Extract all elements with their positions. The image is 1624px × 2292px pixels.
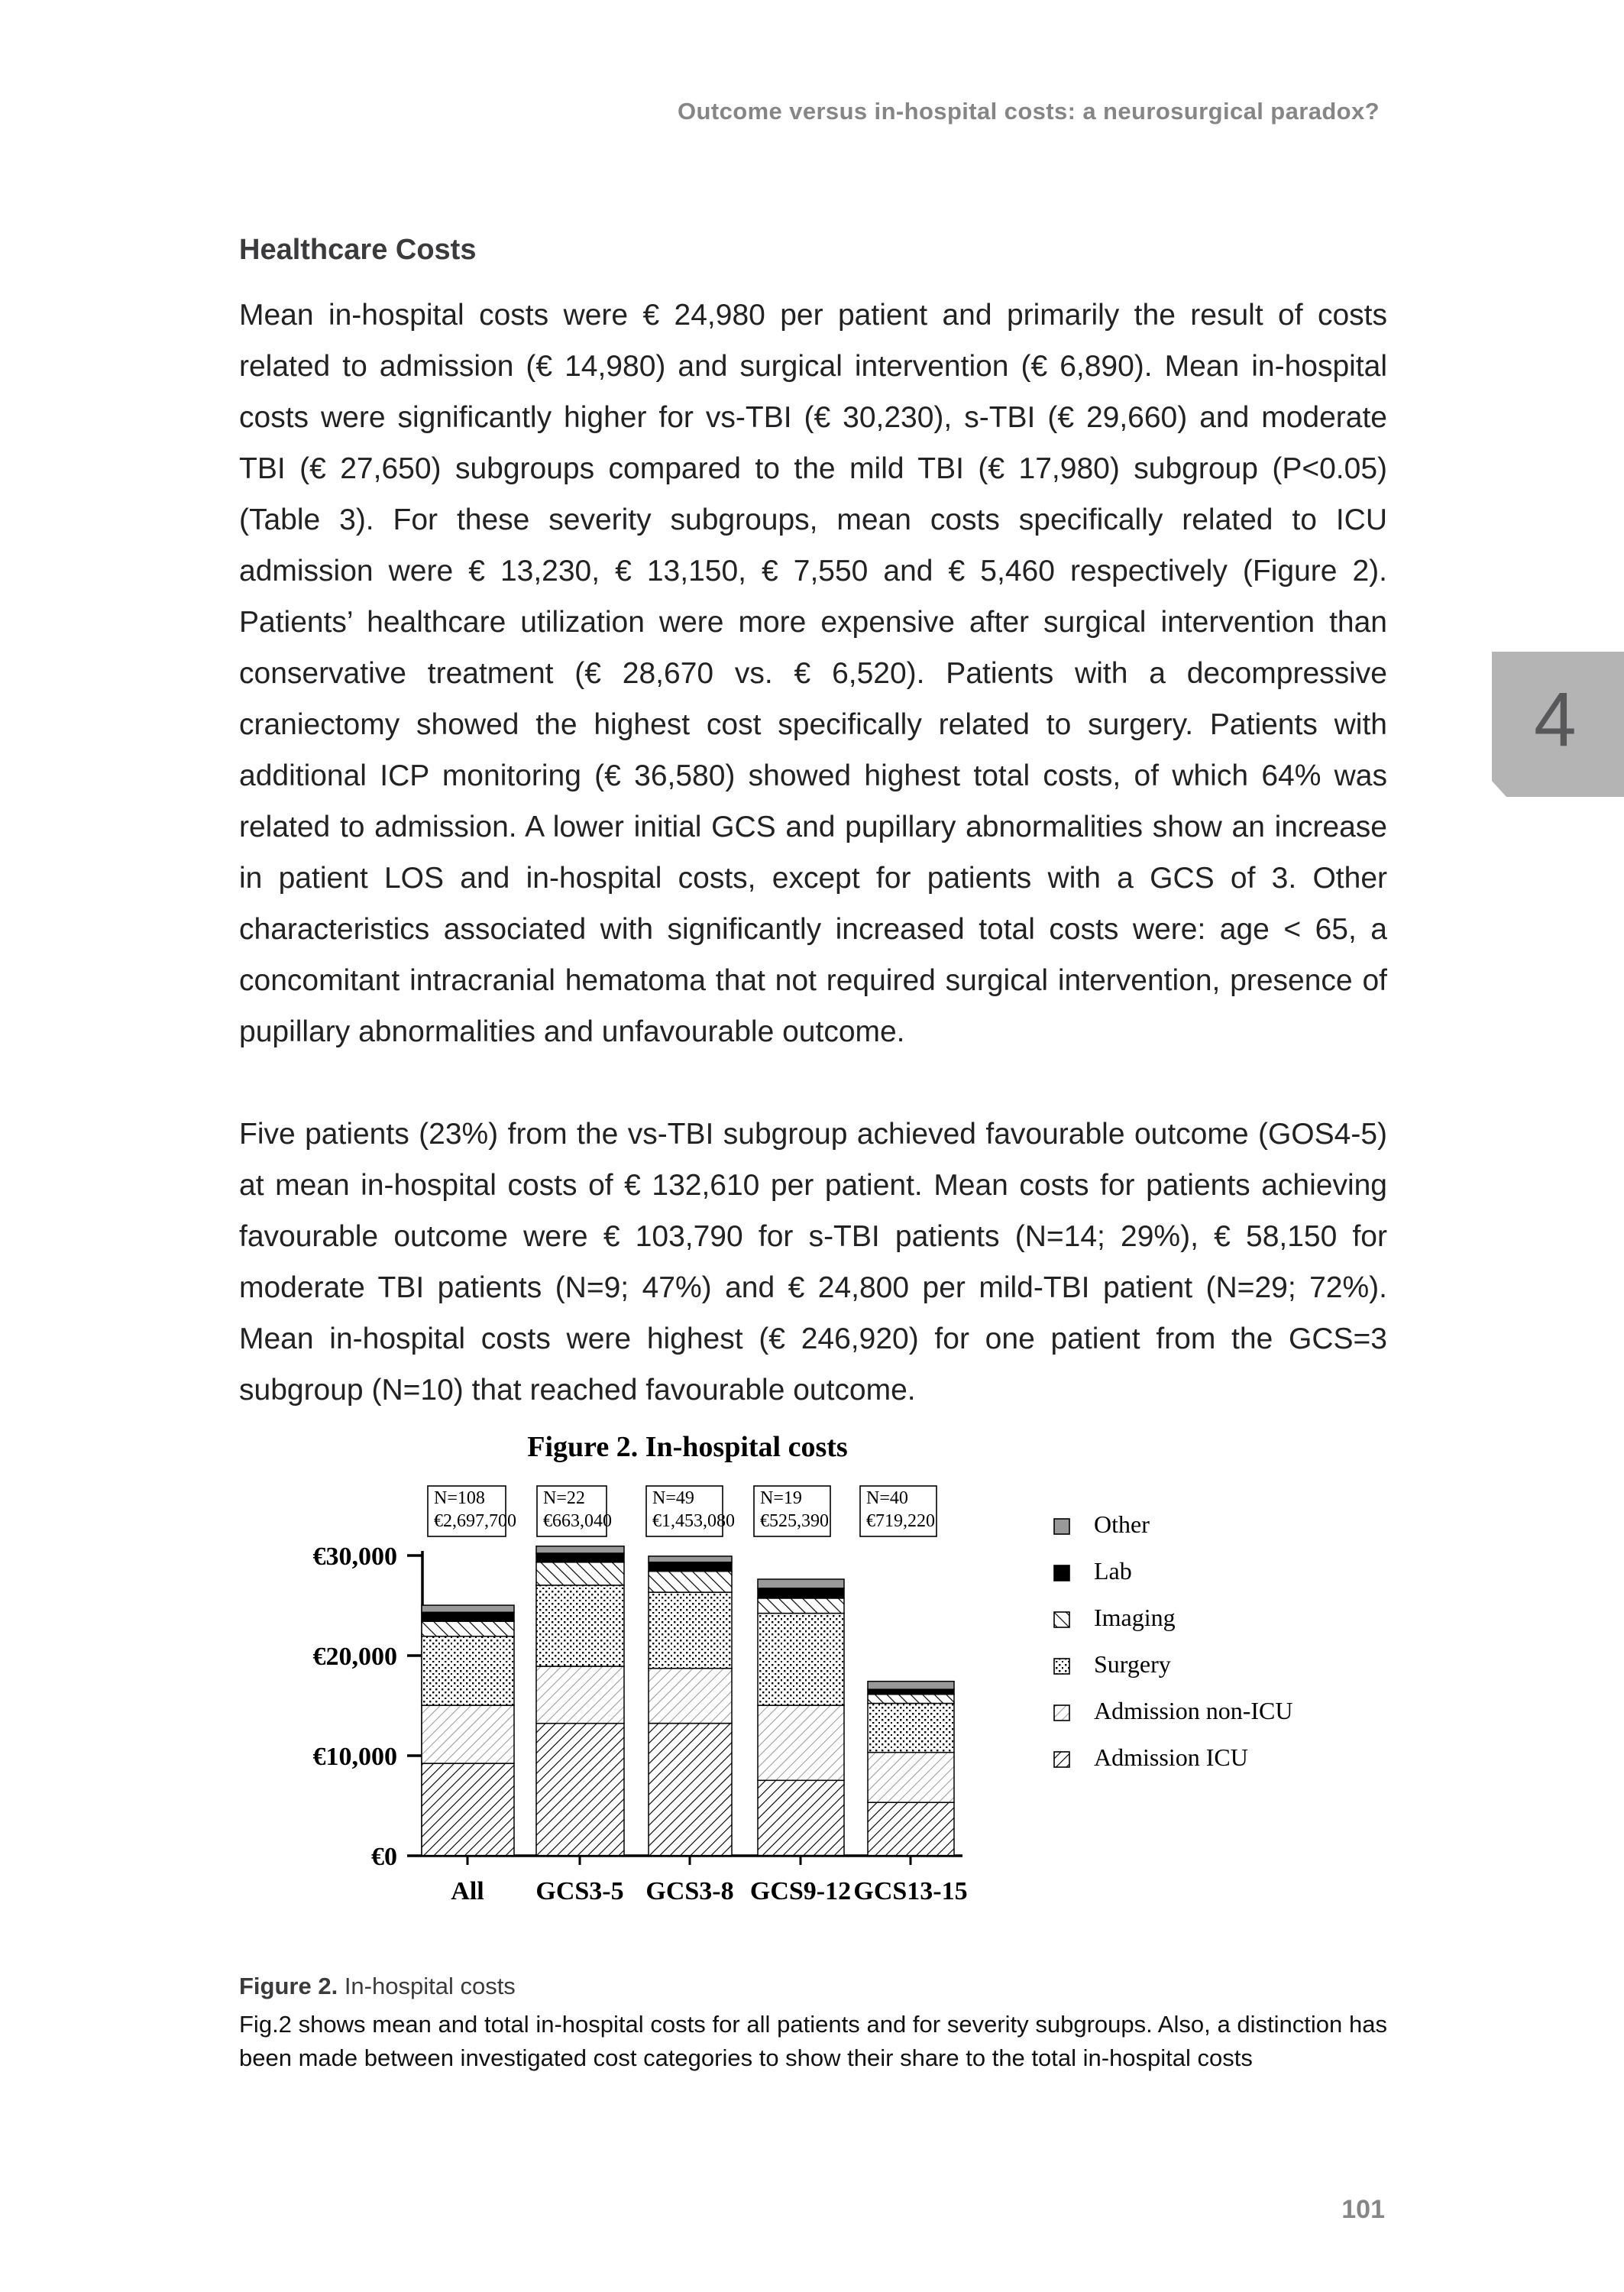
svg-text:GCS13-15: GCS13-15 bbox=[853, 1877, 967, 1905]
svg-text:GCS3-5: GCS3-5 bbox=[535, 1877, 623, 1905]
svg-text:€1,453,080: €1,453,080 bbox=[652, 1511, 735, 1531]
svg-text:Lab: Lab bbox=[1094, 1557, 1132, 1585]
svg-text:€2,697,700: €2,697,700 bbox=[434, 1511, 516, 1531]
svg-text:€719,220: €719,220 bbox=[866, 1511, 935, 1531]
svg-text:Other: Other bbox=[1094, 1510, 1150, 1538]
svg-text:Surgery: Surgery bbox=[1094, 1650, 1171, 1678]
svg-text:GCS3-8: GCS3-8 bbox=[645, 1877, 733, 1905]
svg-text:All: All bbox=[451, 1877, 484, 1905]
svg-text:€10,000: €10,000 bbox=[313, 1743, 398, 1771]
svg-text:€30,000: €30,000 bbox=[313, 1543, 398, 1571]
svg-text:Admission non-ICU: Admission non-ICU bbox=[1094, 1697, 1292, 1724]
svg-text:N=22: N=22 bbox=[543, 1488, 585, 1508]
svg-text:GCS9-12: GCS9-12 bbox=[750, 1877, 851, 1905]
svg-text:Imaging: Imaging bbox=[1094, 1604, 1176, 1631]
svg-text:N=108: N=108 bbox=[434, 1488, 485, 1508]
svg-text:N=19: N=19 bbox=[760, 1488, 802, 1508]
svg-text:€0: €0 bbox=[371, 1843, 397, 1871]
svg-text:N=49: N=49 bbox=[652, 1488, 694, 1508]
svg-text:€525,390: €525,390 bbox=[760, 1511, 829, 1531]
svg-text:€20,000: €20,000 bbox=[313, 1643, 398, 1671]
svg-text:Admission ICU: Admission ICU bbox=[1094, 1743, 1248, 1771]
svg-text:€663,040: €663,040 bbox=[543, 1511, 612, 1531]
svg-text:N=40: N=40 bbox=[866, 1488, 908, 1508]
